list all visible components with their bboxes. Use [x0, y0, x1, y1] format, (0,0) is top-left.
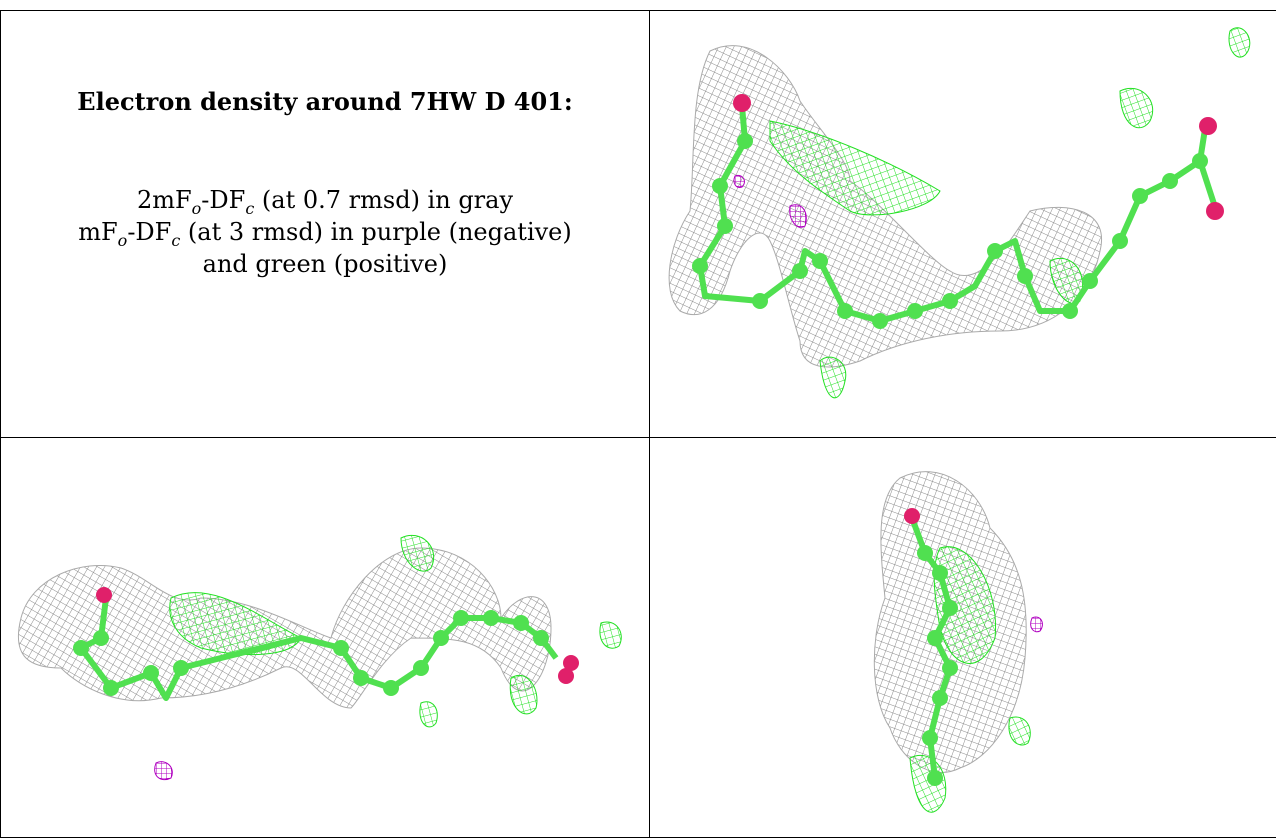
caption-title: Electron density around 7HW D 401: [77, 87, 573, 116]
green-mesh-1 [169, 592, 302, 655]
green-mesh-3 [509, 675, 538, 715]
purple-mesh-1 [1030, 616, 1043, 633]
purple-mesh-2 [733, 174, 745, 188]
caption-line-green: and green (positive) [202, 250, 448, 278]
green-mesh-1 [933, 546, 997, 664]
purple-mesh-1 [789, 204, 807, 228]
green-mesh-2 [1119, 87, 1154, 129]
ligand-carbon-atoms [692, 133, 1208, 329]
green-mesh-3 [819, 356, 847, 399]
caption-cell: Electron density around 7HW D 401: 2mFo-… [20, 86, 630, 280]
ligand-carbon-atoms [73, 610, 549, 696]
green-mesh-3 [1008, 716, 1031, 746]
green-mesh-4 [599, 621, 622, 649]
green-mesh-5 [419, 701, 438, 728]
ligand-oxygen-atoms [904, 508, 920, 524]
ligand-carbon-atoms [917, 545, 958, 786]
ligand-acid [1197, 160, 1218, 208]
column-divider [649, 10, 650, 838]
green-mesh-4 [1228, 27, 1251, 58]
ligand-oxygen-atoms [96, 587, 579, 684]
green-mesh-2 [400, 534, 435, 572]
caption-line-2mfo: 2mFo-DFc (at 0.7 rmsd) in gray [136, 186, 514, 218]
row-divider [0, 437, 1276, 438]
density-image-2 [17, 534, 622, 781]
green-mesh-1 [769, 120, 941, 216]
ligand-oxygen-atoms [733, 94, 1224, 220]
density-image-3 [873, 471, 1043, 813]
purple-mesh-1 [154, 761, 173, 781]
density-view-bottom-left [1, 438, 649, 837]
gray-mesh [17, 547, 552, 709]
density-view-top-right [650, 11, 1275, 437]
caption-line-mfo: mFo-DFc (at 3 rmsd) in purple (negative) [78, 218, 572, 250]
density-view-bottom-right [650, 438, 1275, 837]
density-image-1 [668, 27, 1251, 399]
